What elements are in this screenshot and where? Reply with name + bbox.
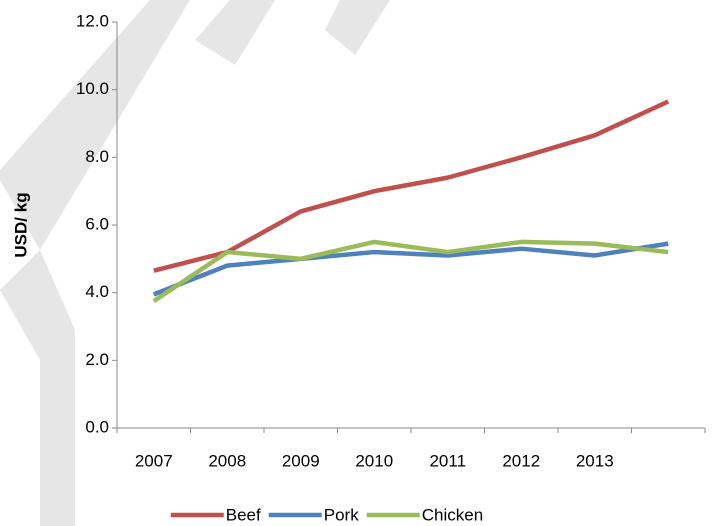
y-tick-label: 0.0 — [85, 417, 109, 436]
watermark-stroke — [325, 0, 390, 55]
x-tick-label: 2008 — [208, 451, 246, 470]
y-tick-label: 2.0 — [85, 350, 109, 369]
x-tick-label: 2010 — [355, 451, 393, 470]
y-tick-label: 6.0 — [85, 214, 109, 233]
x-tick-label: 2009 — [282, 451, 320, 470]
y-tick-label: 10.0 — [76, 79, 109, 98]
legend-label: Beef — [226, 505, 261, 524]
y-axis-label: USD/ kg — [11, 192, 30, 257]
y-tick-label: 8.0 — [85, 147, 109, 166]
y-tick-label: 4.0 — [85, 282, 109, 301]
x-tick-label: 2012 — [502, 451, 540, 470]
watermark-stroke — [0, 250, 75, 526]
y-tick-label: 12.0 — [76, 11, 109, 30]
x-tick-label: 2007 — [135, 451, 173, 470]
legend-label: Chicken — [422, 505, 483, 524]
series-line — [152, 241, 669, 297]
legend-label: Pork — [324, 505, 359, 524]
watermark-stroke — [195, 0, 275, 65]
series-line — [153, 99, 670, 273]
x-tick-label: 2013 — [576, 451, 614, 470]
watermark — [0, 0, 390, 526]
watermark-stroke — [0, 0, 190, 250]
series-line — [152, 239, 669, 303]
x-tick-label: 2011 — [429, 451, 466, 470]
